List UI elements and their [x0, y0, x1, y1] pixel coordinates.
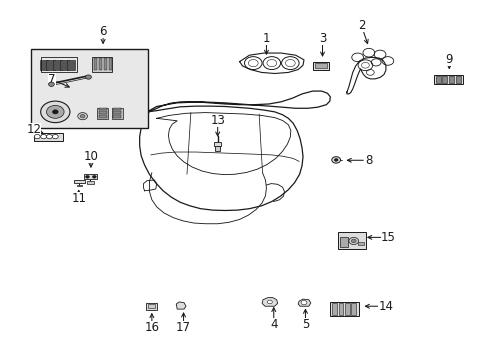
Circle shape — [80, 114, 85, 118]
Bar — [40, 59, 48, 69]
Bar — [66, 59, 75, 69]
Bar — [99, 108, 106, 111]
Circle shape — [41, 134, 46, 139]
Circle shape — [348, 237, 358, 244]
Bar — [53, 59, 62, 69]
Bar — [331, 303, 336, 315]
Text: 13: 13 — [210, 114, 224, 127]
Text: 4: 4 — [269, 318, 277, 331]
Text: 6: 6 — [99, 25, 106, 38]
Circle shape — [267, 300, 272, 304]
Circle shape — [46, 134, 52, 139]
Circle shape — [350, 239, 355, 243]
Text: 11: 11 — [71, 192, 86, 205]
Text: 10: 10 — [83, 150, 98, 163]
Text: 16: 16 — [144, 320, 159, 333]
Bar — [215, 145, 220, 150]
Circle shape — [333, 158, 337, 161]
Circle shape — [41, 101, 70, 123]
Bar — [312, 62, 329, 69]
Bar — [214, 142, 221, 145]
Bar — [104, 58, 107, 70]
Polygon shape — [262, 298, 277, 306]
Circle shape — [34, 134, 40, 139]
Bar — [34, 133, 63, 140]
Bar — [31, 49, 148, 128]
Bar — [148, 304, 155, 309]
Bar — [455, 76, 460, 83]
Text: 2: 2 — [357, 19, 365, 32]
Circle shape — [92, 175, 96, 178]
Bar — [338, 303, 343, 315]
Circle shape — [52, 110, 58, 114]
Circle shape — [85, 175, 89, 178]
Text: 12: 12 — [26, 123, 41, 136]
Polygon shape — [298, 299, 310, 306]
Text: 14: 14 — [378, 300, 393, 313]
Bar — [435, 76, 440, 83]
Text: 1: 1 — [262, 32, 270, 45]
Circle shape — [78, 113, 87, 120]
Circle shape — [52, 134, 58, 139]
Bar — [41, 57, 77, 72]
Bar — [315, 63, 326, 68]
Bar — [92, 57, 112, 72]
Bar — [357, 242, 363, 245]
Bar — [329, 302, 358, 316]
Bar — [109, 58, 112, 70]
Bar — [60, 59, 68, 69]
Bar — [433, 75, 462, 84]
Bar — [113, 108, 121, 111]
Bar — [74, 180, 84, 183]
Bar — [94, 58, 97, 70]
Bar — [448, 76, 453, 83]
Text: 5: 5 — [301, 318, 308, 331]
Bar — [113, 111, 121, 114]
Bar — [442, 76, 447, 83]
Bar — [112, 108, 122, 119]
Bar — [83, 174, 97, 179]
Bar — [86, 181, 94, 184]
Circle shape — [85, 75, 91, 79]
Bar — [99, 111, 106, 114]
Bar — [337, 231, 366, 249]
Bar — [99, 58, 102, 70]
Circle shape — [46, 105, 64, 118]
Bar — [344, 303, 349, 315]
Text: 15: 15 — [380, 231, 395, 244]
Bar — [339, 237, 347, 247]
Bar — [77, 185, 81, 186]
Text: 7: 7 — [48, 73, 56, 86]
Text: 17: 17 — [176, 320, 191, 333]
Text: 8: 8 — [365, 154, 372, 167]
Bar — [146, 303, 157, 310]
Text: 9: 9 — [445, 53, 452, 66]
Polygon shape — [176, 302, 185, 309]
Circle shape — [301, 301, 306, 305]
Bar — [46, 59, 55, 69]
Bar — [350, 303, 355, 315]
Bar — [99, 115, 106, 118]
Circle shape — [331, 157, 340, 163]
Text: 3: 3 — [318, 32, 325, 45]
Bar — [97, 108, 108, 119]
Circle shape — [48, 82, 54, 86]
Bar — [113, 115, 121, 118]
